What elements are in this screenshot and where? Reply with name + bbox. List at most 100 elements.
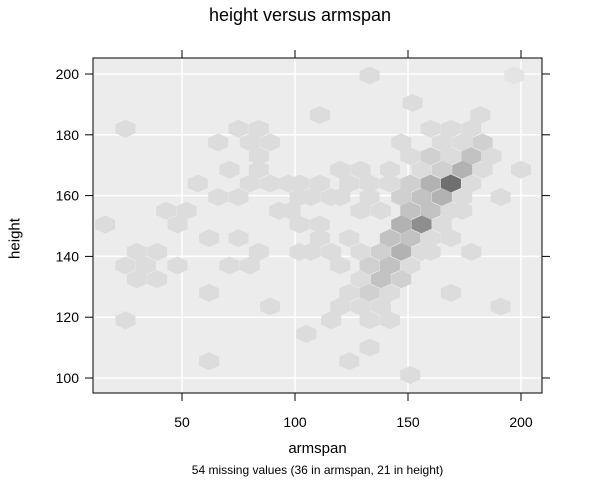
hexbin-cell <box>440 119 461 138</box>
hexbin-cell <box>115 256 136 275</box>
hexbin-cell <box>402 93 423 112</box>
hexbin-cell <box>260 174 281 193</box>
hexbin-cell <box>472 133 493 152</box>
hexbin-cell <box>391 215 412 234</box>
hexbin-cell <box>309 106 330 125</box>
hexbin-cell <box>359 174 380 193</box>
hexbin-cell <box>379 256 400 275</box>
hexbin-cell <box>411 188 432 207</box>
hexbin-cell <box>452 201 473 220</box>
hexbin-cell <box>176 201 197 220</box>
hexbin-cell <box>147 270 168 289</box>
hexbin-cell <box>289 215 310 234</box>
hexbin-cell <box>228 188 249 207</box>
hexbin-cell <box>391 270 412 289</box>
hexbin-cell <box>339 229 360 248</box>
hexbin-cell <box>126 242 147 261</box>
hexbin-cell <box>350 201 371 220</box>
hexbin-cell <box>461 119 482 138</box>
hexbin-cell <box>95 215 116 234</box>
hexbin-cell <box>208 188 229 207</box>
hexbin-cell <box>431 160 452 179</box>
hexbin-cell <box>115 119 136 138</box>
hexbin-cell <box>379 174 400 193</box>
hexbin-cell <box>461 242 482 261</box>
hexbin-cell <box>147 242 168 261</box>
hexbin-cell <box>350 270 371 289</box>
y-tick-label: 180 <box>56 127 80 143</box>
hexbin-cell <box>330 188 351 207</box>
hexbin-cell <box>420 119 441 138</box>
hexbin-cell <box>309 215 330 234</box>
hexbin-cell <box>431 133 452 152</box>
hexbin-cell <box>359 66 380 85</box>
hexbin-cell <box>420 147 441 166</box>
hexbin-cell <box>228 229 249 248</box>
hexbin-cell <box>400 229 421 248</box>
hexbin-cell <box>321 242 342 261</box>
hexbin-cell <box>199 229 220 248</box>
hexbin-cell <box>350 297 371 316</box>
hexbin-cell <box>511 160 531 179</box>
hexbin-cell <box>350 242 371 261</box>
hexbin-cell <box>379 283 400 302</box>
hexbin-cell <box>400 147 421 166</box>
hexbin-cell <box>289 174 310 193</box>
y-tick-label: 200 <box>56 66 80 82</box>
hexbin-cell <box>126 270 147 289</box>
hexbin-cell <box>420 174 441 193</box>
hexbin-cell <box>187 174 208 193</box>
hexbin-cell <box>239 133 260 152</box>
hexbin-cell <box>339 352 360 371</box>
hexbin-cell <box>330 160 351 179</box>
grid-lines <box>93 58 542 393</box>
hexbin-cell <box>420 201 441 220</box>
hexbin-cell <box>248 119 269 138</box>
hexbin-cell <box>370 242 391 261</box>
hexbin-cell <box>440 229 461 248</box>
hexbin-cell <box>400 201 421 220</box>
hexbin-cell <box>440 283 461 302</box>
hexbin-cell <box>411 160 432 179</box>
plot-border <box>92 57 543 394</box>
hexbin-cell <box>400 174 421 193</box>
hexbin-cell <box>289 242 310 261</box>
hexbin-cell <box>391 133 412 152</box>
hexbin-cells <box>95 66 531 384</box>
hexbin-cell <box>199 283 220 302</box>
hexbin-cell <box>359 338 380 357</box>
hexbin-cell <box>391 242 412 261</box>
hexbin-cell <box>339 283 360 302</box>
hexbin-cell <box>219 256 240 275</box>
hexbin-cell <box>400 365 421 384</box>
hexbin-cell <box>431 215 452 234</box>
hexbin-cell <box>411 215 432 234</box>
hexbin-cell <box>208 133 229 152</box>
hexbin-cell <box>167 215 188 234</box>
x-axis-label: armspan <box>288 440 347 457</box>
hexbin-cell <box>440 147 461 166</box>
hexbin-cell <box>228 119 249 138</box>
hexbin-cell <box>452 188 473 207</box>
hexbin-cell <box>504 66 525 85</box>
x-tick-label: 150 <box>396 414 420 430</box>
hexbin-cell <box>379 311 400 330</box>
chart-title: height versus armspan <box>208 5 392 25</box>
hexbin-cell <box>339 174 360 193</box>
hexbin-cell <box>440 174 461 193</box>
hexbin-cell <box>490 297 511 316</box>
hexbin-cell <box>481 147 502 166</box>
hexbin-cell <box>269 201 290 220</box>
hexbin-cell <box>321 311 342 330</box>
hexbin-cell <box>199 352 220 371</box>
hexbin-cell <box>239 174 260 193</box>
hexbin-cell <box>370 201 391 220</box>
hexbin-cell <box>156 201 177 220</box>
hexbin-cell <box>115 311 136 330</box>
hexbin-cell <box>379 229 400 248</box>
hexbin-cell <box>359 256 380 275</box>
hexbin-cell <box>461 147 482 166</box>
hexbin-cell <box>420 242 441 261</box>
hexbin-cell <box>239 256 260 275</box>
